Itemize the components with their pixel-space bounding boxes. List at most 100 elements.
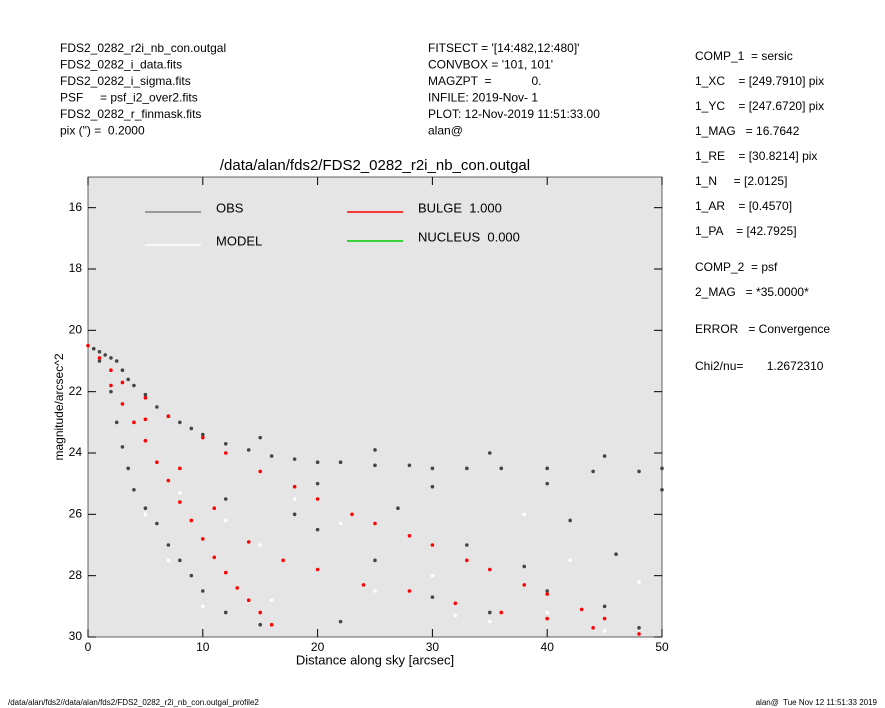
plot-area [87, 176, 663, 638]
point [143, 506, 148, 511]
fit-param: 2_MAG = *35.0000* [695, 285, 809, 299]
point [637, 626, 641, 630]
point [223, 610, 228, 615]
point [189, 426, 194, 431]
point [488, 610, 492, 615]
fit-param: ERROR = Convergence [695, 322, 830, 336]
point [407, 463, 412, 468]
point [545, 616, 549, 621]
point [246, 540, 251, 544]
point [488, 567, 492, 572]
legend-label: OBS [216, 200, 244, 215]
x-tick-label: 10 [196, 640, 210, 654]
point [292, 484, 297, 489]
header-line: FDS2_0282_r_finmask.fits [60, 107, 201, 121]
point [338, 521, 343, 526]
point [189, 518, 194, 523]
point [292, 457, 297, 461]
point [212, 555, 217, 560]
point [103, 353, 108, 357]
point [201, 537, 205, 541]
point [126, 377, 130, 382]
point [545, 610, 549, 615]
point [568, 558, 572, 563]
point [166, 543, 171, 547]
y-tick-label: 24 [69, 445, 83, 459]
point [201, 432, 205, 437]
point [614, 552, 618, 556]
point [373, 463, 377, 468]
x-tick-label: 30 [426, 640, 440, 654]
point [132, 488, 136, 492]
point [373, 558, 377, 563]
point [465, 466, 469, 471]
y-tick-label: 16 [69, 200, 83, 214]
y-tick-label: 30 [69, 629, 83, 643]
point [488, 451, 492, 455]
point [292, 512, 297, 517]
point [499, 610, 504, 615]
point [155, 405, 159, 409]
point [269, 622, 274, 627]
point [315, 481, 320, 486]
point [292, 497, 297, 501]
point [315, 527, 320, 532]
point [660, 488, 664, 492]
point [453, 613, 458, 618]
header-line: alan@ [428, 124, 463, 138]
y-tick-label: 22 [69, 384, 83, 398]
point [212, 506, 217, 511]
point [189, 573, 194, 578]
x-axis-label: Distance along sky [arcsec] [296, 652, 454, 667]
point [143, 392, 148, 397]
x-tick-label: 0 [85, 640, 92, 654]
point [109, 368, 113, 373]
point [120, 368, 125, 373]
point [602, 616, 607, 621]
point [338, 460, 343, 465]
point [201, 604, 205, 609]
header-line: INFILE: 2019-Nov- 1 [428, 91, 538, 105]
legend-label: BULGE 1.000 [418, 200, 502, 215]
point [223, 451, 228, 455]
point [522, 583, 527, 587]
point [568, 518, 572, 523]
header-line: FDS2_0282_r2i_nb_con.outgal [60, 41, 226, 55]
fit-param: COMP_2 = psf [695, 260, 778, 274]
point [258, 469, 263, 474]
point [465, 558, 469, 563]
point [522, 564, 527, 569]
point [315, 567, 320, 572]
point [315, 497, 320, 501]
point [545, 592, 549, 596]
point [120, 445, 125, 449]
point [126, 466, 130, 471]
point [269, 454, 274, 458]
point [223, 570, 228, 575]
point [430, 543, 435, 547]
fit-param: 1_AR = [0.4570] [695, 199, 792, 213]
point [258, 610, 263, 615]
point [178, 420, 182, 425]
point [235, 586, 240, 590]
point [430, 573, 435, 578]
header-line: PSF = psf_i2_over2.fits [60, 91, 198, 105]
point [246, 448, 251, 452]
point [602, 454, 607, 458]
point [430, 595, 435, 599]
point [591, 626, 595, 630]
point [223, 497, 228, 501]
point [258, 543, 263, 547]
point [407, 534, 412, 538]
point [488, 619, 492, 624]
point [637, 580, 641, 584]
legend-label: NUCLEUS 0.000 [418, 229, 520, 244]
point [602, 629, 607, 633]
fit-param: 1_XC = [249.7910] pix [695, 74, 824, 88]
point [97, 356, 102, 360]
point [637, 469, 641, 474]
point [373, 448, 377, 452]
y-tick-label: 26 [69, 507, 83, 521]
point [166, 558, 171, 563]
point [120, 380, 125, 385]
